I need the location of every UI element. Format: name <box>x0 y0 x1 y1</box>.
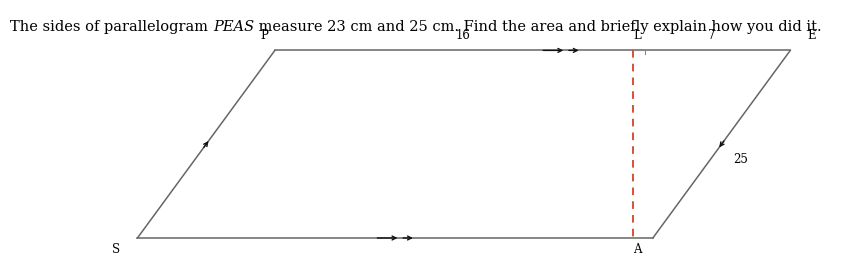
Text: E: E <box>807 29 816 42</box>
Text: L: L <box>634 29 642 42</box>
Text: 7: 7 <box>708 29 716 42</box>
Text: 25: 25 <box>734 153 748 166</box>
Text: measure 23 cm and 25 cm. Find the area and briefly explain how you did it.: measure 23 cm and 25 cm. Find the area a… <box>254 20 822 34</box>
Text: 16: 16 <box>455 29 470 42</box>
Text: PEAS: PEAS <box>213 20 254 34</box>
Text: P: P <box>260 29 269 42</box>
Text: A: A <box>633 243 642 256</box>
Text: S: S <box>112 243 120 256</box>
Text: The sides of parallelogram: The sides of parallelogram <box>10 20 213 34</box>
